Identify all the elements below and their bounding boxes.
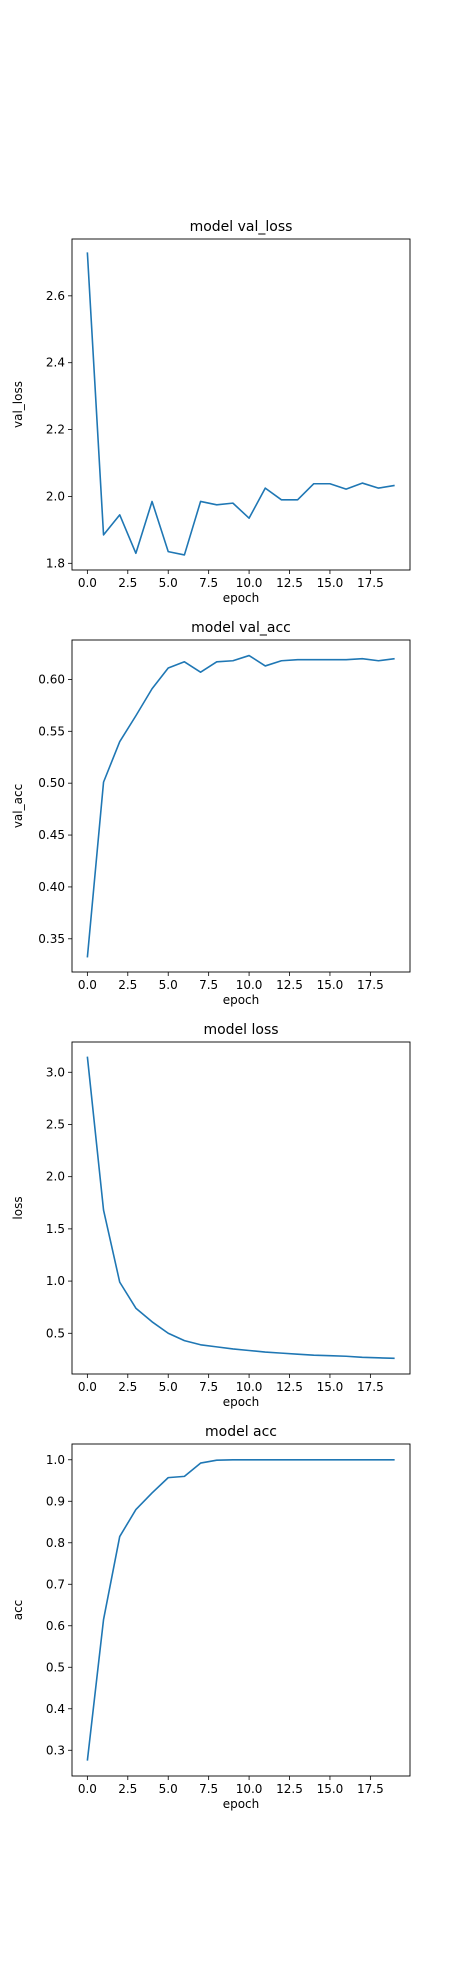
y-tick-label: 0.60 xyxy=(38,672,65,686)
x-tick-label: 10.0 xyxy=(236,576,263,590)
x-tick-label: 2.5 xyxy=(118,978,137,992)
y-tick-label: 1.0 xyxy=(46,1453,65,1467)
y-tick-label: 2.0 xyxy=(46,489,65,503)
y-tick-label: 2.5 xyxy=(46,1117,65,1131)
chart-panel: model acc 0.0 2.5 5.0 7.5 10.0 12.5 15.0 17.5 0.3… xyxy=(11,1424,411,1811)
y-tick-label: 2.0 xyxy=(46,1170,65,1184)
y-tick-label: 0.6 xyxy=(46,1619,65,1633)
y-axis-label: val_loss xyxy=(11,381,25,428)
x-tick-label: 5.0 xyxy=(159,978,178,992)
y-tick-label: 3.0 xyxy=(46,1065,65,1079)
x-tick-label: 2.5 xyxy=(118,1380,137,1394)
x-axis-label: epoch xyxy=(223,1797,260,1811)
x-tick-label: 0.0 xyxy=(78,978,97,992)
x-tick-label: 10.0 xyxy=(236,978,263,992)
x-tick-label: 12.5 xyxy=(276,576,303,590)
x-tick-label: 10.0 xyxy=(236,1782,263,1796)
series-line xyxy=(86,252,395,556)
x-tick-label: 15.0 xyxy=(317,1782,344,1796)
x-tick-label: 12.5 xyxy=(276,1380,303,1394)
x-tick-label: 10.0 xyxy=(236,1380,263,1394)
y-tick-label: 0.9 xyxy=(46,1494,65,1508)
y-tick-label: 1.0 xyxy=(46,1274,65,1288)
y-tick-label: 0.55 xyxy=(38,724,65,738)
x-tick-label: 5.0 xyxy=(159,1380,178,1394)
x-axis-label: epoch xyxy=(223,591,260,605)
y-tick-label: 0.3 xyxy=(46,1743,65,1757)
y-tick-label: 0.45 xyxy=(38,828,65,842)
x-tick-label: 5.0 xyxy=(159,1782,178,1796)
x-tick-label: 15.0 xyxy=(317,576,344,590)
plot-frame xyxy=(71,1041,411,1375)
x-tick-label: 17.5 xyxy=(357,978,384,992)
x-axis-label: epoch xyxy=(223,1395,260,1409)
x-tick-label: 12.5 xyxy=(276,978,303,992)
x-tick-label: 7.5 xyxy=(199,1782,218,1796)
chart-panel: model loss 0.0 2.5 5.0 7.5 10.0 12.5 15.0 17.5 0.… xyxy=(11,1022,411,1409)
chart-panel: model val_acc 0.0 2.5 5.0 7.5 10.0 12.5 15.0 17.… xyxy=(11,620,411,1007)
chart-title: model val_loss xyxy=(190,219,293,235)
x-axis-label: epoch xyxy=(223,993,260,1007)
series-line xyxy=(86,654,395,958)
x-tick-label: 15.0 xyxy=(317,1380,344,1394)
y-axis-label: val_acc xyxy=(11,784,25,828)
x-tick-label: 2.5 xyxy=(118,576,137,590)
chart-title: model val_acc xyxy=(191,620,291,636)
y-tick-label: 2.4 xyxy=(46,356,65,370)
x-tick-label: 7.5 xyxy=(199,978,218,992)
series-line xyxy=(86,1458,395,1761)
x-tick-label: 2.5 xyxy=(118,1782,137,1796)
y-tick-label: 0.8 xyxy=(46,1536,65,1550)
x-tick-label: 15.0 xyxy=(317,978,344,992)
x-tick-label: 17.5 xyxy=(357,1380,384,1394)
y-tick-label: 1.5 xyxy=(46,1222,65,1236)
plot-frame xyxy=(71,639,411,973)
y-tick-label: 0.4 xyxy=(46,1702,65,1716)
x-tick-label: 0.0 xyxy=(78,1380,97,1394)
y-tick-label: 2.2 xyxy=(46,423,65,437)
x-tick-label: 5.0 xyxy=(159,576,178,590)
x-tick-label: 12.5 xyxy=(276,1782,303,1796)
chart-title: model loss xyxy=(203,1022,278,1038)
y-tick-label: 1.8 xyxy=(46,556,65,570)
y-tick-label: 0.40 xyxy=(38,880,65,894)
x-tick-label: 7.5 xyxy=(199,1380,218,1394)
y-tick-label: 2.6 xyxy=(46,289,65,303)
x-tick-label: 0.0 xyxy=(78,1782,97,1796)
y-tick-label: 0.5 xyxy=(46,1660,65,1674)
y-axis-label: loss xyxy=(11,1196,25,1219)
y-tick-label: 0.7 xyxy=(46,1577,65,1591)
plot-frame xyxy=(71,1443,411,1777)
x-tick-label: 17.5 xyxy=(357,1782,384,1796)
chart-title: model acc xyxy=(205,1424,277,1440)
y-tick-label: 0.35 xyxy=(38,932,65,946)
y-axis-label: acc xyxy=(11,1600,25,1621)
chart-panel: model val_loss 0.0 2.5 5.0 7.5 10.0 12.5 15.0 17… xyxy=(11,219,411,605)
y-tick-label: 0.50 xyxy=(38,776,65,790)
plot-frame xyxy=(71,238,411,571)
x-tick-label: 0.0 xyxy=(78,576,97,590)
x-tick-label: 17.5 xyxy=(357,576,384,590)
x-tick-label: 7.5 xyxy=(199,576,218,590)
y-tick-label: 0.5 xyxy=(46,1326,65,1340)
series-line xyxy=(86,1056,395,1360)
